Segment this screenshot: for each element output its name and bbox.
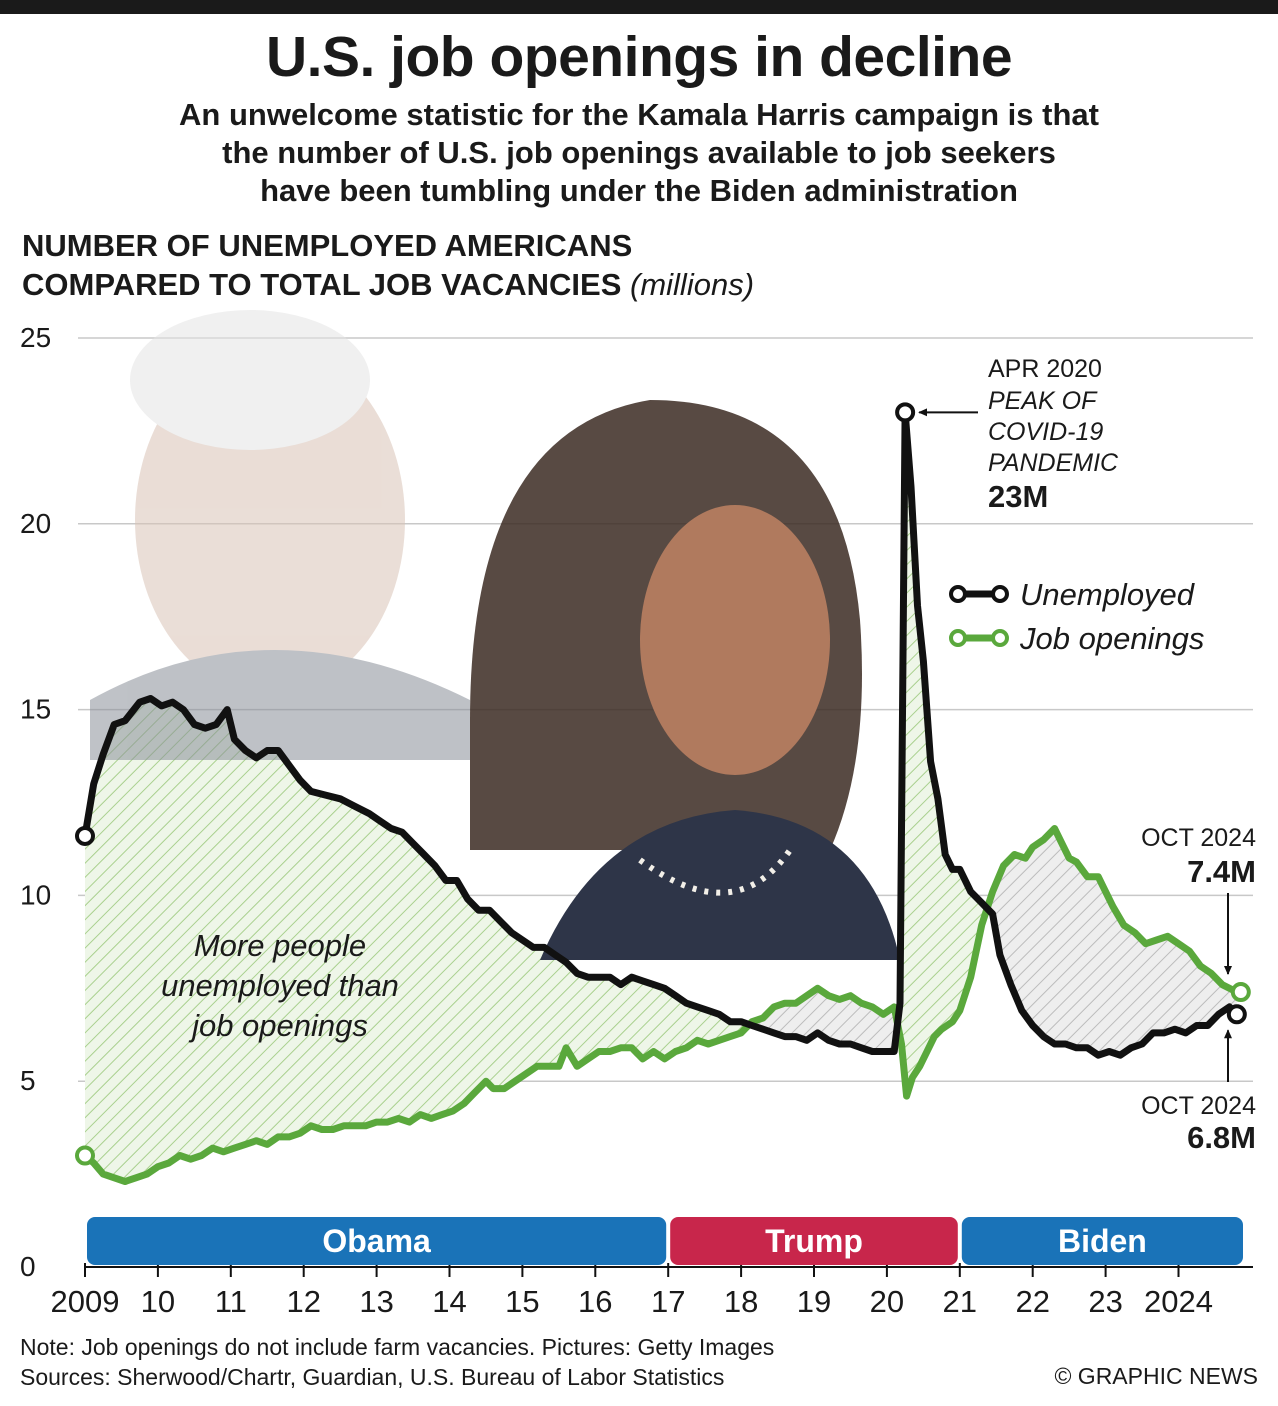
x-tick-label: 10	[141, 1284, 175, 1319]
x-tick-label: 12	[286, 1284, 320, 1319]
job-openings-line	[82, 825, 1239, 1185]
area-openings-exceed	[987, 828, 1237, 1056]
subtitle-line-3: have been tumbling under the Biden admin…	[260, 173, 1018, 208]
peak-note-line: PEAK OF	[988, 387, 1098, 415]
sources-line: Sources: Sherwood/Chartr, Guardian, U.S.…	[20, 1364, 725, 1390]
photo-left-illustration	[90, 310, 470, 760]
x-tick-label: 11	[215, 1284, 247, 1319]
x-tick-label: 21	[943, 1284, 977, 1319]
subtitle: An unwelcome statistic for the Kamala Ha…	[60, 96, 1218, 210]
area-openings-exceed	[749, 988, 898, 1052]
oct-openings-value-label: 7.4M	[1187, 854, 1256, 889]
credit: © GRAPHIC NEWS	[1054, 1363, 1258, 1389]
legend-swatch-marker	[991, 585, 1009, 603]
y-tick-label: 15	[20, 694, 51, 725]
presidency-label: Biden	[1058, 1223, 1147, 1259]
top-rule	[0, 0, 1278, 14]
unemployed-peak-point	[895, 402, 916, 423]
area-caption-line: unemployed than	[161, 968, 399, 1003]
unemployed-end-point	[1226, 1004, 1247, 1025]
chart-heading-line-2: COMPARED TO TOTAL JOB VACANCIES	[22, 267, 622, 302]
peak-note-line: COVID-19	[988, 418, 1103, 446]
peak-value-label: 23M	[988, 479, 1048, 514]
x-tick-label: 20	[870, 1284, 904, 1319]
job-openings-end-point	[1230, 982, 1251, 1003]
chart-heading-unit: (millions)	[630, 267, 755, 302]
x-tick-label: 22	[1015, 1284, 1049, 1319]
x-tick-label: 17	[651, 1284, 685, 1319]
x-tick-label: 16	[578, 1284, 612, 1319]
legend-swatch-marker	[991, 629, 1009, 647]
x-tick-label: 18	[724, 1284, 758, 1319]
x-tick-label: 14	[432, 1284, 466, 1319]
peak-note-line: PANDEMIC	[988, 449, 1119, 477]
area-caption-line: job openings	[188, 1008, 368, 1043]
y-tick-label: 5	[20, 1065, 36, 1096]
y-tick-label: 10	[20, 879, 51, 910]
job-openings-start-point	[75, 1145, 95, 1166]
photo-right-illustration	[470, 400, 900, 960]
footnote: Note: Job openings do not include farm v…	[20, 1334, 775, 1360]
x-tick-label: 2024	[1144, 1284, 1213, 1319]
presidency-label: Obama	[322, 1223, 431, 1259]
presidency-label: Trump	[765, 1223, 863, 1259]
presidency-bar-biden	[961, 1217, 1243, 1265]
legend-swatch-marker	[949, 585, 967, 603]
subtitle-line-1: An unwelcome statistic for the Kamala Ha…	[179, 97, 1099, 132]
unemployed-start-point	[75, 825, 95, 846]
area-unemployed-exceeds	[898, 421, 986, 1094]
oct-unemployed-date-label: OCT 2024	[1141, 1092, 1256, 1120]
legend-swatch-marker	[949, 629, 967, 647]
subtitle-line-2: the number of U.S. job openings availabl…	[222, 135, 1056, 170]
legend-label-unemployed: Unemployed	[1020, 577, 1196, 612]
x-tick-label: 15	[505, 1284, 539, 1319]
y-tick-label: 20	[20, 508, 51, 539]
x-tick-label: 13	[359, 1284, 393, 1319]
y-tick-label: 0	[20, 1251, 36, 1282]
unemployed-line	[81, 408, 1240, 1059]
peak-date-label: APR 2020	[988, 355, 1102, 383]
area-caption-line: More people	[194, 928, 366, 963]
oct-openings-date-label: OCT 2024	[1141, 824, 1256, 852]
presidency-bar-obama	[87, 1217, 667, 1265]
x-tick-label: 2009	[51, 1284, 120, 1319]
presidency-bar-trump	[670, 1217, 958, 1265]
chart-heading-line-1: NUMBER OF UNEMPLOYED AMERICANS	[22, 228, 633, 263]
page-title: U.S. job openings in decline	[265, 25, 1013, 89]
x-tick-label: 19	[797, 1284, 831, 1319]
legend-label-job-openings: Job openings	[1019, 621, 1204, 656]
y-tick-label: 25	[20, 322, 51, 353]
oct-unemployed-value-label: 6.8M	[1187, 1120, 1256, 1155]
chart-heading: NUMBER OF UNEMPLOYED AMERICANS COMPARED …	[22, 226, 1022, 304]
x-tick-label: 23	[1088, 1284, 1122, 1319]
